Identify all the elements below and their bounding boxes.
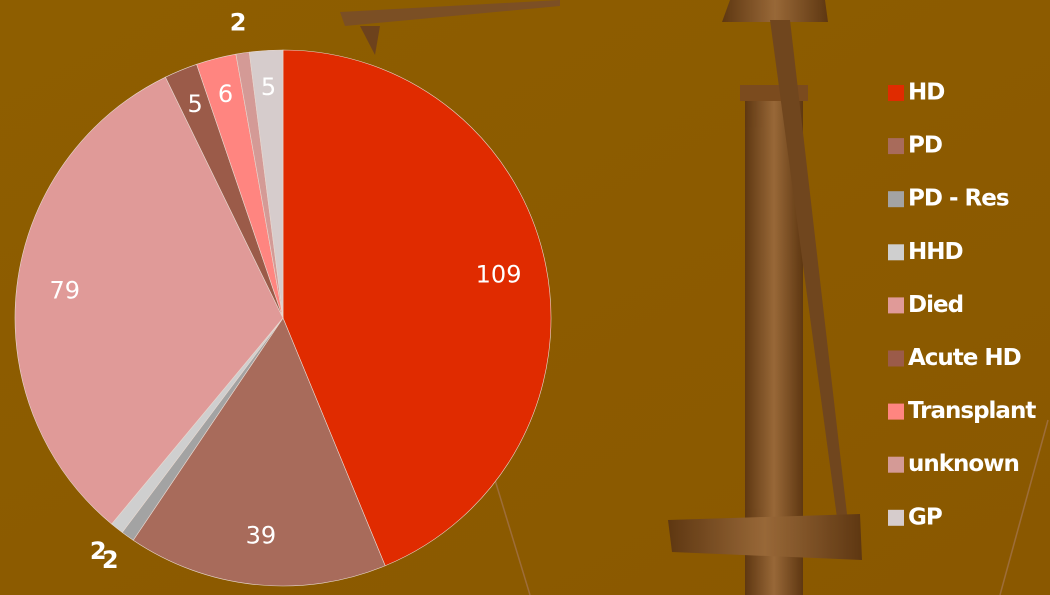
legend-swatch	[888, 351, 904, 367]
legend-label: Transplant	[908, 398, 1036, 424]
legend-swatch	[888, 244, 904, 260]
legend-label: GP	[908, 504, 942, 530]
legend-swatch	[888, 510, 904, 526]
legend-swatch	[888, 138, 904, 154]
data-label: 2	[90, 537, 107, 565]
data-label: 5	[261, 73, 276, 101]
legend-label: Died	[908, 292, 963, 318]
legend-label: PD	[908, 133, 942, 159]
legend-swatch	[888, 85, 904, 101]
data-label: 6	[218, 80, 233, 108]
legend-swatch	[888, 404, 904, 420]
data-label: 79	[50, 277, 81, 305]
legend-swatch	[888, 297, 904, 313]
legend-label: HHD	[908, 239, 963, 265]
data-label: 5	[187, 90, 202, 118]
data-label: 109	[476, 260, 522, 288]
legend-swatch	[888, 457, 904, 473]
legend-swatch	[888, 191, 904, 207]
legend-label: PD - Res	[908, 186, 1009, 212]
chart: 1093922795625 HDPDPD - ResHHDDiedAcute H…	[0, 0, 1050, 595]
legend-label: unknown	[908, 451, 1019, 477]
legend-label: HD	[908, 80, 944, 106]
legend-label: Acute HD	[908, 345, 1021, 371]
data-label: 39	[246, 522, 277, 550]
data-label: 2	[230, 8, 247, 36]
